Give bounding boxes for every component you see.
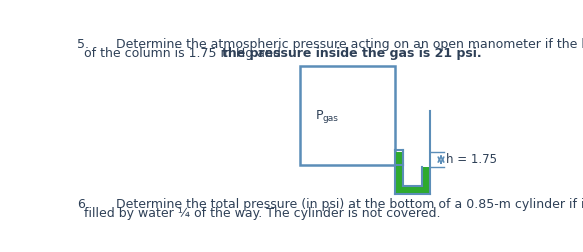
Text: 5.: 5.: [77, 38, 89, 51]
Text: 6.: 6.: [77, 198, 89, 211]
Text: filled by water ¼ of the way. The cylinder is not covered.: filled by water ¼ of the way. The cylind…: [84, 207, 440, 220]
Text: gas: gas: [322, 113, 338, 122]
Bar: [395, 186, 430, 194]
Text: h = 1.75: h = 1.75: [445, 153, 497, 166]
Bar: [422, 167, 430, 194]
Text: Determine the total pressure (in psi) at the bottom of a 0.85-m cylinder if it i: Determine the total pressure (in psi) at…: [115, 198, 583, 211]
Text: the pressure inside the gas is 21 psi.: the pressure inside the gas is 21 psi.: [222, 47, 482, 60]
Bar: [300, 67, 395, 165]
Bar: [395, 152, 403, 194]
Text: Determine the atmospheric pressure acting on an open manometer if the height: Determine the atmospheric pressure actin…: [115, 38, 583, 51]
Text: of the column is 1.75 in Hg and: of the column is 1.75 in Hg and: [84, 47, 285, 60]
Text: P: P: [315, 109, 323, 122]
